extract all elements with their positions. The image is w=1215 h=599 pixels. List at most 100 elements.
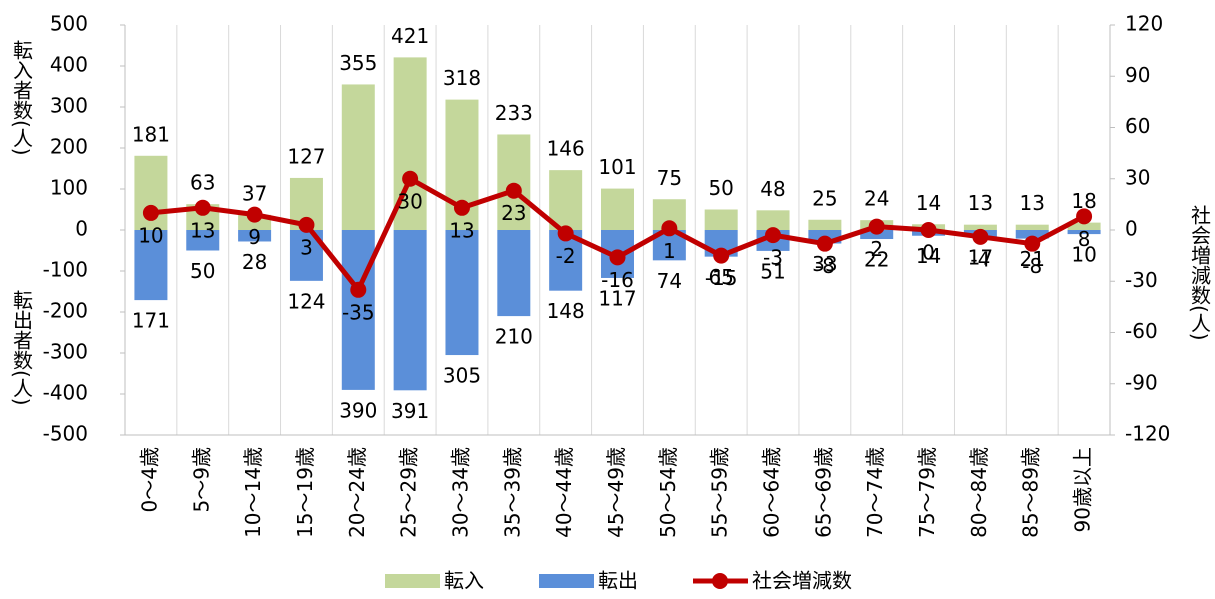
data-label: -2 [556,244,576,268]
data-label: 305 [443,364,481,388]
line-point [246,206,263,223]
line-point [713,247,730,264]
data-label: 25 [812,186,837,210]
data-label: -35 [342,300,375,324]
x-tick-label: 5～9歳 [189,447,213,512]
x-tick-label: 75～79歳 [915,447,939,538]
data-label: 124 [287,289,325,313]
legend-label: 転入 [444,569,484,593]
bar [808,219,842,230]
data-label: 146 [547,137,585,161]
data-label: 101 [598,155,636,179]
data-label: 14 [916,191,941,215]
data-label: 355 [339,51,377,75]
data-label: 233 [495,101,533,125]
line-point [609,249,626,266]
x-tick-label: 55～59歳 [708,447,732,538]
y-tick-label: 100 [50,176,88,200]
legend-label: 転出 [598,569,638,593]
line-point [1076,208,1093,225]
bar [1015,230,1049,239]
x-tick-label: 25～29歳 [397,447,421,538]
y-tick-label: -200 [43,299,88,323]
data-label: 10 [138,223,163,247]
bar [341,230,375,390]
bar [497,230,531,317]
data-label: 390 [339,398,377,422]
bar [134,230,168,301]
data-label: 22 [864,248,889,272]
data-label: 10 [1071,243,1096,267]
y-tick-label: -100 [43,258,88,282]
bar [1067,222,1101,230]
data-label: 65 [708,265,733,289]
y-axis-label-bottom: 転出者数(人) [10,290,34,406]
bar [186,230,220,251]
data-label: 117 [598,286,636,310]
bar [704,209,738,230]
data-label: 50 [708,176,733,200]
data-label: -8 [1022,254,1042,278]
data-label: 30 [397,189,422,213]
data-label: 421 [391,24,429,48]
x-tick-label: 15～19歳 [293,447,317,538]
y-tick-label: 0 [75,217,88,241]
data-label: -8 [815,254,835,278]
line-point [972,228,989,245]
y-tick-label: 300 [50,94,88,118]
x-tick-label: 10～14歳 [241,447,265,538]
x-tick-label: 40～44歳 [552,447,576,538]
legend-swatch [539,574,594,588]
data-label: 74 [657,269,682,293]
data-label: 13 [1020,191,1045,215]
data-label: -4 [970,247,990,271]
data-label: 48 [760,177,785,201]
bar [601,188,634,230]
data-label: 14 [916,244,941,268]
bar [549,170,583,230]
x-tick-label: 45～49歳 [604,447,628,538]
line-point [868,218,885,235]
line-point [816,235,833,252]
data-label: 127 [287,144,325,168]
data-label: 50 [190,259,215,283]
data-label: 75 [657,166,682,190]
x-tick-label: 60～64歳 [760,447,784,538]
x-tick-label: 20～24歳 [345,447,369,538]
y-tick-label: 500 [50,12,88,36]
line-point [661,220,678,237]
line-point [402,170,419,187]
y2-tick-label: -30 [1125,268,1158,292]
data-label: -3 [763,246,783,270]
data-label: 3 [300,235,313,259]
data-label: -15 [705,266,738,290]
legend-swatch [385,574,440,588]
data-label: 63 [190,171,215,195]
line-point [194,199,211,216]
line-point [1024,235,1041,252]
data-label: -16 [601,268,634,292]
legend-swatch [712,573,728,589]
x-tick-label: 80～84歳 [967,447,991,538]
y2-axis-label: 社会増減数(人) [1188,205,1212,341]
x-tick-label: 35～39歳 [500,447,524,538]
bar [238,230,272,242]
data-label: 13 [190,218,215,242]
line-point [142,204,159,221]
data-label: 210 [495,325,533,349]
data-label: 1 [663,239,676,263]
line-point [350,281,367,298]
data-label: 33 [812,252,837,276]
data-label: 148 [547,299,585,323]
data-label: 171 [132,309,170,333]
bar [393,230,427,391]
y2-tick-label: 90 [1125,63,1150,87]
y-tick-label: 400 [50,53,88,77]
line-point [298,216,315,233]
y2-tick-label: -60 [1125,319,1158,343]
y2-tick-label: -90 [1125,370,1158,394]
line-point [920,222,937,238]
data-label: 23 [501,201,526,225]
data-label: 9 [248,225,261,249]
